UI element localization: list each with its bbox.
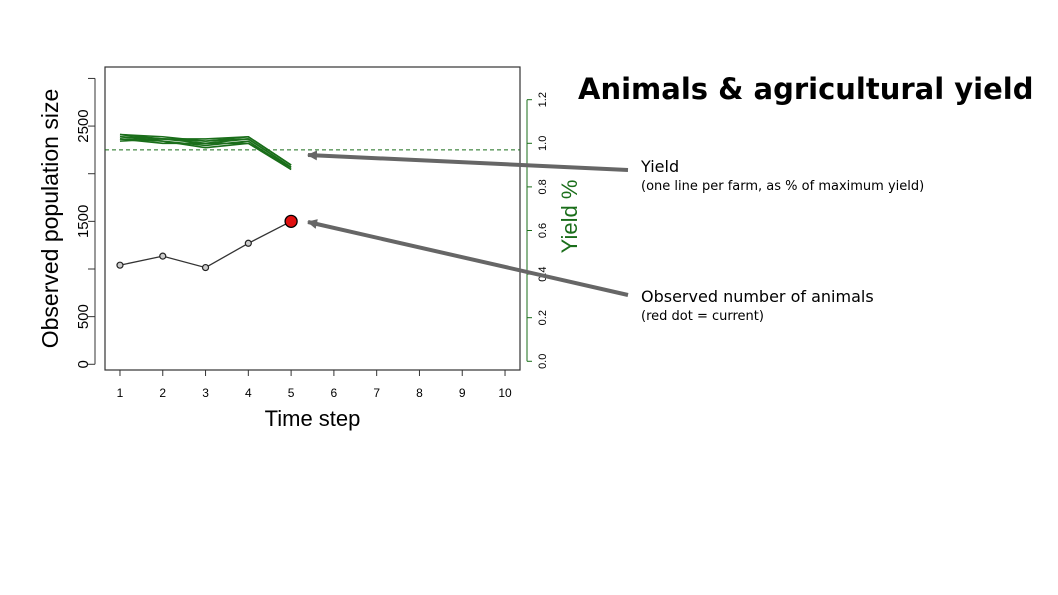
animals-annotation-label: Observed number of animals	[641, 287, 874, 306]
x-tick-label: 8	[416, 386, 423, 400]
y2-tick-label: 0.2	[537, 310, 549, 325]
y2-tick-label: 1.2	[537, 92, 549, 107]
yield-annotation-note: (one line per farm, as % of maximum yiel…	[641, 179, 925, 194]
x-tick-label: 7	[373, 386, 380, 400]
x-tick-label: 4	[245, 386, 252, 400]
population-point	[201, 263, 210, 272]
y-tick-label: 500	[75, 304, 92, 329]
plot-frame	[104, 66, 521, 371]
current-population-point	[284, 214, 298, 229]
chart-title: Animals & agricultural yield	[578, 72, 1034, 106]
animals-annotation-note: (red dot = current)	[641, 309, 764, 324]
y2-tick-label: 1.0	[537, 136, 549, 151]
population-point	[116, 261, 124, 269]
x-tick-label: 1	[117, 386, 124, 400]
yield-annotation-arrow	[307, 150, 629, 172]
yield-series-line	[119, 133, 292, 166]
population-point	[244, 239, 252, 247]
x-tick-label: 5	[288, 386, 295, 400]
y-tick-label: 1500	[75, 205, 92, 238]
x-tick-label: 3	[202, 386, 209, 400]
x-tick-label: 6	[331, 386, 338, 400]
x-axis-label: Time step	[265, 406, 361, 431]
x-tick-label: 9	[459, 386, 466, 400]
x-tick-label: 10	[498, 386, 512, 400]
x-tick-label: 2	[159, 386, 166, 400]
yield-series-line	[119, 138, 292, 168]
y2-tick-label: 0.0	[537, 354, 549, 369]
yield-annotation-label: Yield	[641, 157, 680, 176]
y-tick-label: 2500	[75, 109, 92, 142]
y-tick-label: 0	[75, 360, 92, 368]
y2-tick-label: 0.8	[537, 179, 549, 194]
y-axis-label: Observed population size	[37, 89, 63, 349]
y2-tick-label: 0.6	[537, 223, 549, 238]
animals-annotation-arrow	[307, 219, 629, 297]
population-line	[119, 220, 292, 269]
y2-axis-label: Yield %	[557, 180, 582, 254]
population-point	[159, 252, 167, 260]
